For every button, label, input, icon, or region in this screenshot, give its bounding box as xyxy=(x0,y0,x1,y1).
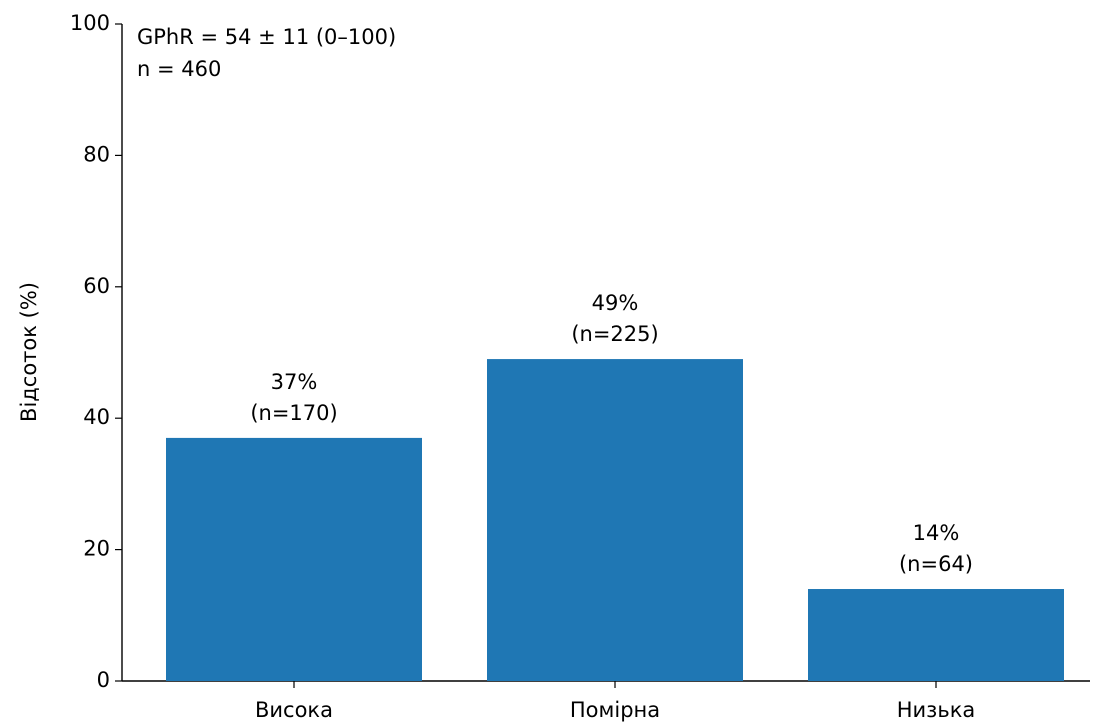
value-label: 49% xyxy=(592,291,639,315)
bar xyxy=(166,437,422,681)
x-tick-label: Висока xyxy=(255,698,333,722)
value-label: 14% xyxy=(913,521,960,545)
y-tick-label: 40 xyxy=(83,405,110,429)
bar xyxy=(487,359,743,681)
count-label: (n=225) xyxy=(571,322,658,346)
count-label: (n=64) xyxy=(899,552,973,576)
y-axis-label: Відсоток (%) xyxy=(17,282,41,422)
y-tick-label: 80 xyxy=(83,142,110,166)
annotation: n = 460 xyxy=(137,57,221,81)
x-tick-label: Низька xyxy=(897,698,976,722)
value-label: 37% xyxy=(271,370,318,394)
y-tick-label: 100 xyxy=(70,11,110,35)
y-tick-label: 20 xyxy=(83,537,110,561)
x-tick-label: Помірна xyxy=(570,698,660,722)
annotation: GPhR = 54 ± 11 (0–100) xyxy=(137,25,396,49)
bar xyxy=(808,589,1064,681)
y-tick-label: 60 xyxy=(83,274,110,298)
y-tick-label: 0 xyxy=(97,668,110,692)
count-label: (n=170) xyxy=(250,401,337,425)
